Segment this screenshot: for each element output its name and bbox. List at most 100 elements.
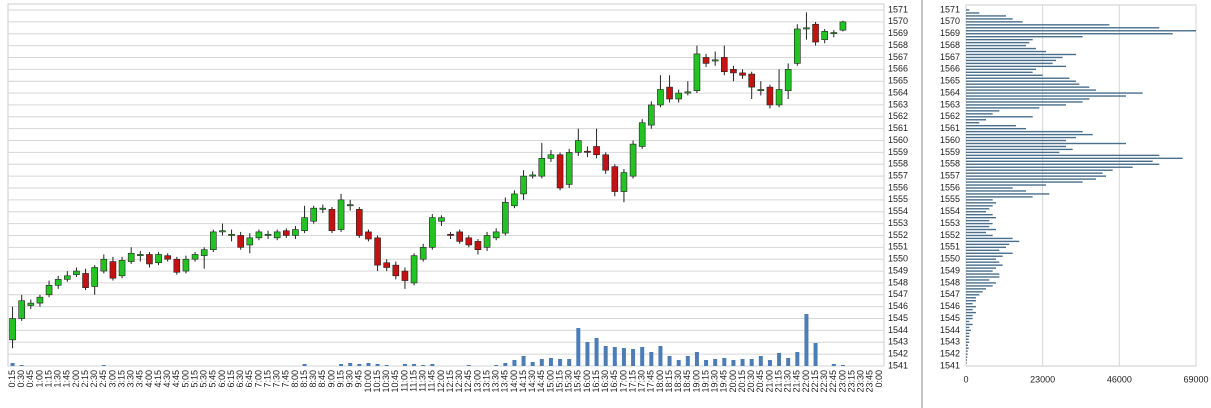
y-tick-label: 1543 <box>888 337 908 347</box>
y-tick-label: 1555 <box>940 194 960 204</box>
candle-body <box>511 193 518 207</box>
volume-bar <box>10 363 15 366</box>
profile-bar <box>966 21 1023 23</box>
profile-bar <box>966 282 996 284</box>
x-tick-label: 11:15 <box>408 370 418 392</box>
candle-body <box>730 69 737 74</box>
x-tick-label: 13:45 <box>500 370 510 393</box>
y-tick-label: 1553 <box>888 218 908 228</box>
candle-body <box>45 285 53 296</box>
profile-bar <box>966 145 1066 148</box>
y-tick-label: 1541 <box>940 360 960 370</box>
profile-bar <box>966 208 990 210</box>
volume-bar <box>512 360 517 366</box>
x-tick-label: 22:45 <box>828 370 838 393</box>
candle-body <box>328 209 336 232</box>
y-tick-label: 1560 <box>888 135 908 145</box>
y-tick-label: 1558 <box>888 159 908 169</box>
x-tick-label: 14:30 <box>527 370 537 393</box>
candle-body <box>283 230 290 236</box>
candle-body <box>547 154 555 159</box>
x-tick-label: 7:30 <box>272 370 282 388</box>
y-tick-label: 1565 <box>888 76 908 86</box>
y-tick-label: 1541 <box>888 360 908 370</box>
candle-body <box>36 296 44 304</box>
y-tick-label: 1554 <box>888 206 908 216</box>
x-tick-label: 7:00 <box>253 370 263 388</box>
x-tick-label: 18:30 <box>673 370 683 393</box>
profile-bar <box>966 214 993 216</box>
profile-bar <box>966 148 1073 151</box>
candle-body <box>191 254 199 260</box>
profile-bar <box>966 237 1013 240</box>
x-tick-label: 4:15 <box>153 370 163 388</box>
candle-body <box>155 254 162 264</box>
profile-bar <box>966 338 969 340</box>
x-tick-label: 5:45 <box>208 370 218 388</box>
profile-bar <box>966 71 1033 73</box>
volume-bar <box>758 356 763 366</box>
x-tick-label: 12:45 <box>463 370 473 393</box>
volume-bar <box>521 356 526 366</box>
volume-bar <box>631 349 636 366</box>
volume-bar <box>503 363 508 366</box>
profile-bar <box>966 294 980 296</box>
profile-bar <box>966 53 1076 56</box>
y-tick-label: 1568 <box>888 40 908 50</box>
candle-body <box>109 261 117 279</box>
volume-bar <box>676 360 681 366</box>
profile-bar <box>966 59 1056 62</box>
profile-bar <box>966 77 1070 79</box>
x-tick-label: 13:15 <box>481 370 491 393</box>
candle-body <box>629 143 637 177</box>
y-tick-label: 1561 <box>940 123 960 133</box>
y-tick-label: 1547 <box>888 289 908 299</box>
y-tick-label: 1556 <box>940 182 960 192</box>
profile-bar <box>966 89 1096 91</box>
candle-body <box>702 57 710 64</box>
y-tick-label: 1542 <box>940 349 960 359</box>
candle-body <box>638 122 646 147</box>
profile-bar <box>966 211 986 213</box>
profile-bar <box>966 47 1036 50</box>
profile-bar <box>966 276 1000 278</box>
profile-bar <box>966 196 1033 198</box>
x-tick-label: 2:30 <box>89 370 99 388</box>
profile-bar <box>966 175 1106 177</box>
profile-bar <box>966 326 970 329</box>
candle-body <box>346 204 354 207</box>
x-tick-label: 15:15 <box>554 370 564 393</box>
volume-bar <box>722 358 727 366</box>
x-tick-label: 16:45 <box>609 370 619 393</box>
profile-bar <box>966 41 1030 44</box>
x-tick-label: 20:15 <box>737 370 747 393</box>
x-tick-label: 14:15 <box>518 370 528 393</box>
profile-bar <box>966 65 1066 68</box>
profile-bar <box>966 166 1133 168</box>
y-tick-label: 1544 <box>940 325 960 335</box>
y-tick-label: 1542 <box>888 349 908 359</box>
profile-bar <box>966 359 967 361</box>
x-tick-label: 11:00 <box>399 370 409 392</box>
y-tick-label: 1547 <box>940 289 960 299</box>
profile-bar <box>966 303 973 305</box>
candle-body <box>401 270 409 281</box>
candle-body <box>711 59 719 62</box>
x-tick-label: 10:15 <box>372 370 382 393</box>
profile-bar <box>966 273 1000 275</box>
x-tick-label: 7:15 <box>262 370 272 388</box>
x-tick-label: 18:45 <box>682 370 692 393</box>
x-tick-label: 3:00 <box>107 370 117 388</box>
x-tick-label: 20:45 <box>755 370 765 393</box>
profile-bar <box>966 267 996 269</box>
candle-body <box>383 262 390 268</box>
volume-bar <box>466 365 471 366</box>
x-tick-label: 15:45 <box>573 370 583 393</box>
x-tick-label: 14:45 <box>536 370 546 393</box>
candle-body <box>593 146 600 156</box>
volume-bar <box>777 353 782 366</box>
profile-bar <box>966 181 1083 183</box>
candle-body <box>82 273 89 288</box>
profile-bar <box>966 50 1046 53</box>
profile-bar <box>966 142 1126 145</box>
